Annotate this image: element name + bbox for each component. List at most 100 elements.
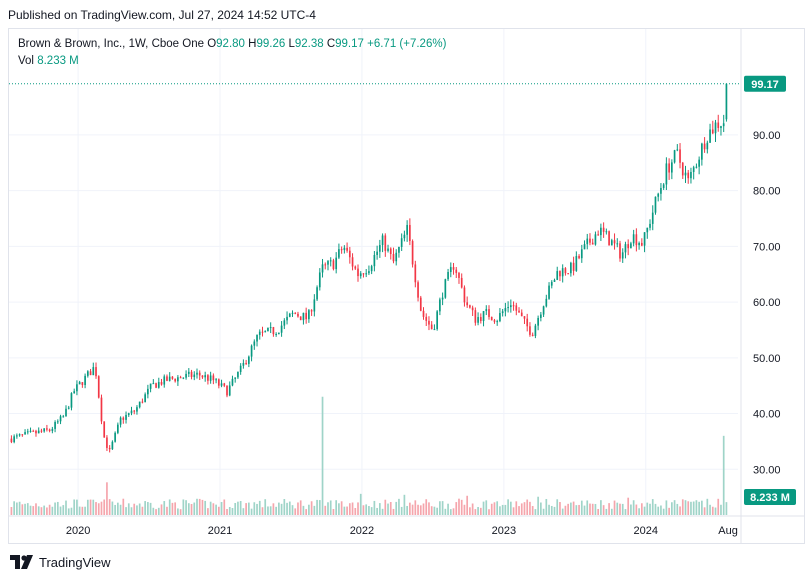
volume-bar	[493, 502, 496, 515]
volume-bar	[447, 503, 449, 515]
volume-bar	[597, 508, 600, 515]
volume-bar	[32, 506, 35, 515]
volume-bar	[594, 503, 597, 515]
volume-bar	[714, 507, 717, 515]
candle-body	[35, 430, 37, 434]
volume-bar	[368, 506, 370, 515]
volume-bar	[182, 499, 185, 515]
volume-bar	[460, 499, 463, 515]
volume-bar	[92, 499, 95, 515]
candle-body	[220, 383, 223, 386]
volume-bar	[635, 504, 638, 515]
volume-bar	[147, 502, 149, 515]
candle-body	[84, 375, 86, 386]
candle-body	[417, 282, 419, 298]
volume-bar	[136, 505, 138, 515]
candle-body	[488, 309, 490, 317]
candle-body	[329, 260, 332, 262]
candle-body	[59, 416, 62, 422]
candle-body	[671, 162, 673, 173]
candle-body	[572, 262, 575, 271]
candle-body	[231, 378, 234, 386]
volume-bar	[207, 508, 209, 515]
candle-body	[370, 266, 373, 272]
candle-body	[310, 310, 313, 312]
candle-body	[384, 235, 387, 251]
candle-body	[313, 299, 316, 312]
candle-body	[209, 375, 212, 381]
volume-bar	[59, 506, 62, 515]
candle-body	[56, 421, 59, 423]
candle-body	[13, 436, 15, 443]
candle-body	[613, 240, 616, 244]
candle-body	[250, 345, 253, 357]
volume-bar	[561, 508, 564, 515]
candle-body	[542, 306, 545, 315]
candle-body	[171, 376, 174, 379]
volume-bar	[62, 505, 65, 515]
candle-body	[168, 376, 171, 381]
volume-bar	[428, 502, 430, 515]
volume-bar	[239, 501, 242, 515]
candle-body	[709, 129, 711, 143]
candle-body	[324, 264, 327, 266]
candle-body	[403, 234, 406, 239]
volume-bar	[414, 500, 417, 515]
x-tick-label: 2022	[350, 525, 374, 537]
candle-body	[679, 149, 681, 163]
candle-body	[630, 243, 632, 249]
volume-bar	[419, 505, 422, 515]
candle-body	[130, 410, 133, 414]
candle-body	[286, 316, 288, 321]
volume-bar	[209, 501, 212, 515]
volume-bar	[308, 504, 310, 515]
candle-body	[540, 314, 542, 318]
candle-body	[690, 171, 692, 179]
candle-body	[703, 143, 706, 150]
volume-bar	[627, 497, 630, 515]
candle-body	[362, 273, 365, 275]
candles	[10, 83, 728, 453]
volume-bar	[550, 505, 553, 515]
candle-body	[597, 234, 600, 236]
candle-body	[294, 312, 297, 314]
candle-body	[409, 224, 411, 242]
candle-body	[406, 224, 408, 235]
volume-bar	[602, 505, 605, 515]
volume-bar	[37, 506, 40, 515]
volume-bar	[89, 499, 92, 515]
volume-bar	[155, 509, 157, 515]
volume-bar	[84, 506, 86, 515]
candle-body	[114, 432, 116, 442]
footer-logo[interactable]: TradingView	[10, 553, 111, 571]
volume-bar	[185, 500, 187, 515]
candle-body	[441, 297, 444, 300]
volume-bar	[119, 504, 122, 515]
volume-bar	[507, 499, 509, 515]
candle-body	[373, 254, 376, 267]
chart-frame[interactable]	[8, 28, 805, 544]
candle-body	[198, 372, 201, 376]
volume-bar	[378, 503, 381, 515]
volume-bar	[149, 502, 152, 515]
candle-body	[280, 325, 283, 333]
volume-bar	[449, 509, 452, 515]
volume-bar	[299, 500, 302, 515]
candle-body	[267, 327, 269, 332]
volume-bar	[534, 509, 537, 515]
symbol-title[interactable]: Brown & Brown, Inc., 1W, Cboe One	[18, 38, 204, 50]
candle-body	[185, 373, 187, 378]
volume-bar	[138, 503, 141, 515]
candle-body	[269, 327, 272, 329]
volume-bar	[171, 502, 174, 515]
published-label: Published on TradingView.com, Jul 27, 20…	[8, 8, 316, 22]
open-value: 92.80	[216, 38, 245, 50]
volume-bar	[313, 505, 316, 515]
candle-body	[245, 362, 247, 364]
volume-bar	[166, 506, 168, 515]
volume-bar	[127, 503, 130, 515]
candle-body	[67, 407, 70, 409]
candle-body	[471, 307, 474, 311]
volume-bar	[114, 504, 116, 515]
